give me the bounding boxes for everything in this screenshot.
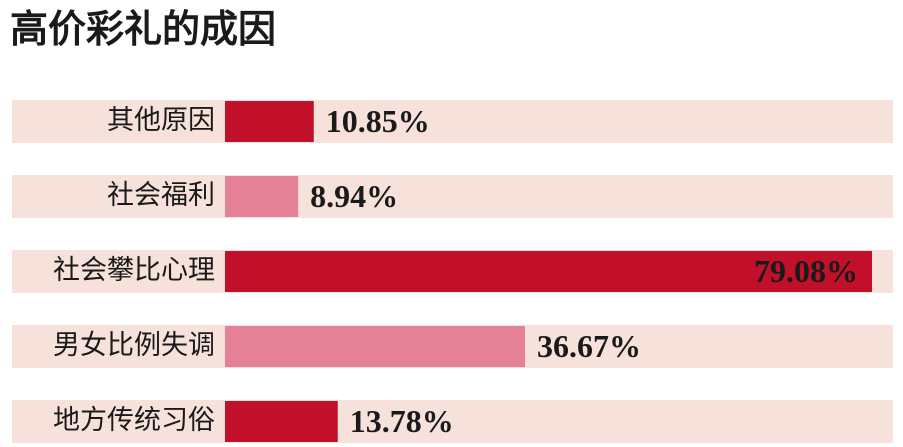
value-label: 13.78%	[350, 403, 454, 439]
bar	[225, 326, 526, 367]
chart-title: 高价彩礼的成因	[10, 6, 276, 51]
category-label: 社会攀比心理	[53, 255, 215, 286]
category-label: 其他原因	[107, 105, 215, 136]
bar	[225, 101, 314, 142]
value-label: 79.08%	[754, 253, 858, 289]
value-label: 8.94%	[310, 178, 398, 214]
row-band	[12, 100, 893, 143]
bar	[225, 251, 872, 292]
category-label: 地方传统习俗	[53, 405, 215, 436]
category-label: 社会福利	[107, 180, 215, 211]
bar	[225, 176, 299, 217]
category-label: 男女比例失调	[53, 330, 215, 361]
value-label: 10.85%	[326, 103, 430, 139]
bar	[225, 401, 338, 442]
value-label: 36.67%	[537, 328, 641, 364]
row-band	[12, 400, 893, 443]
row-band	[12, 175, 893, 218]
